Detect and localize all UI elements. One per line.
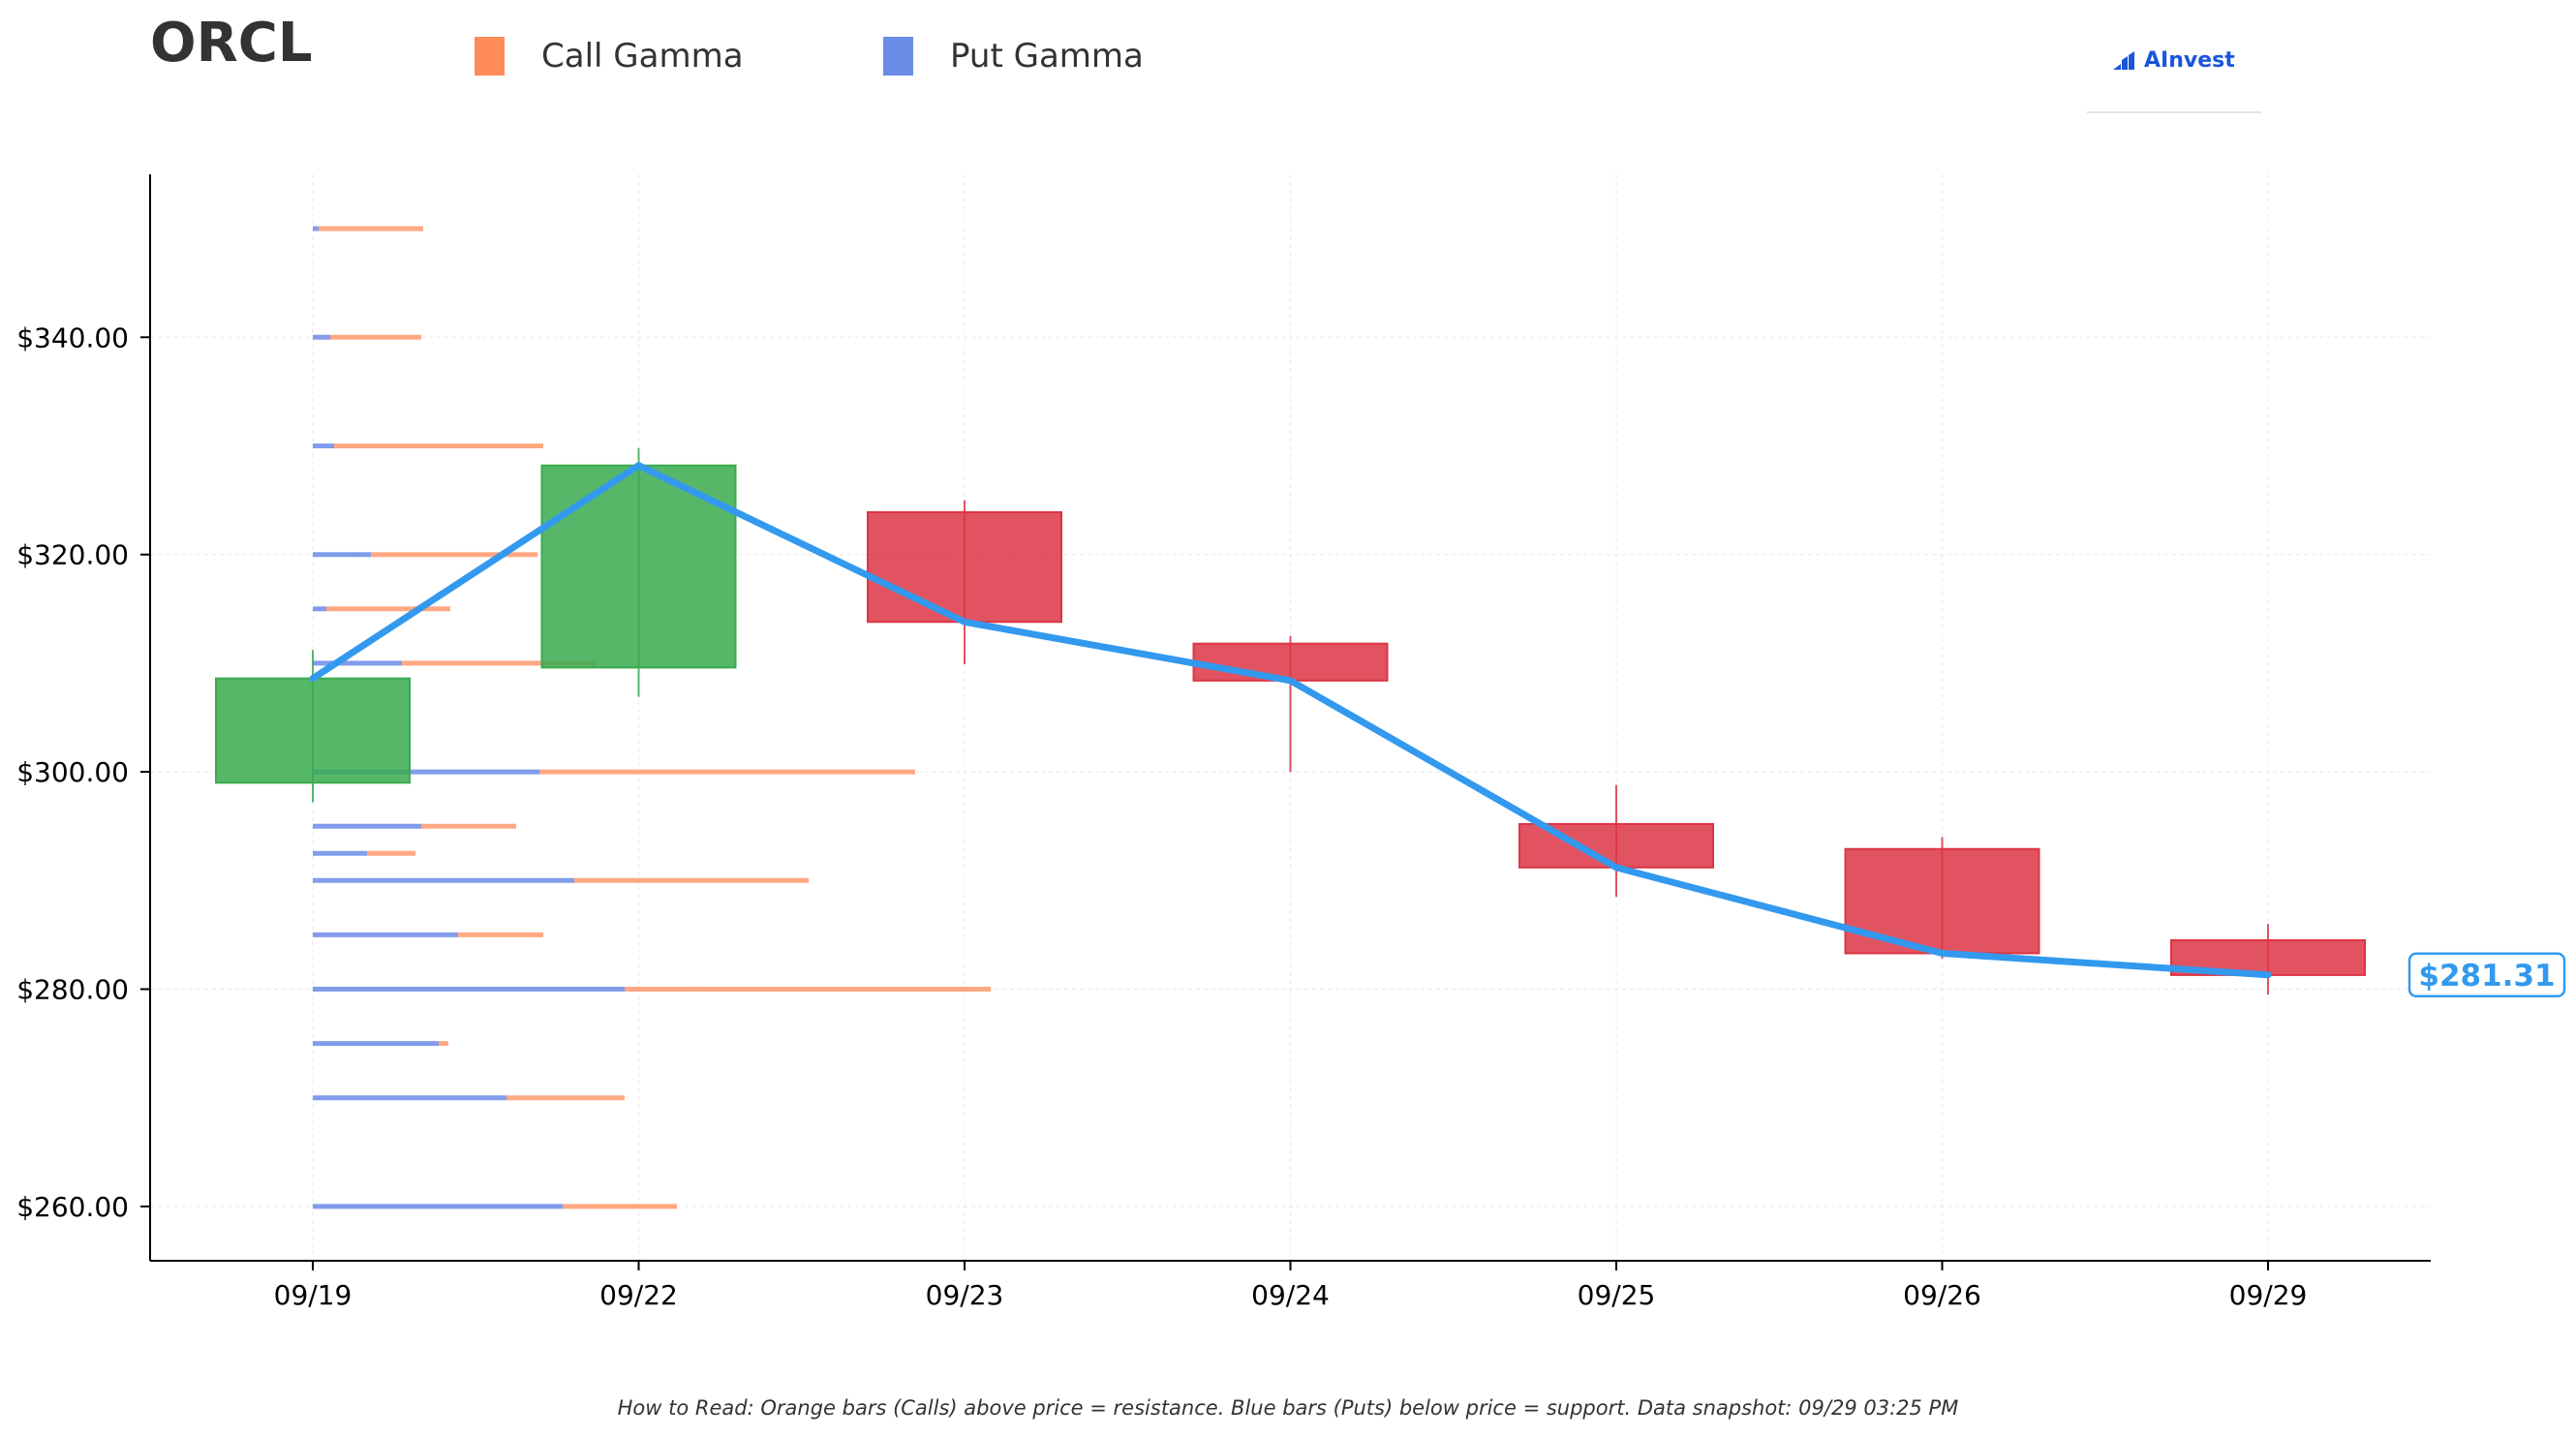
- legend-item-put-gamma: Put Gamma: [883, 37, 1144, 76]
- price-gamma-chart: $260.00 $280.00 $300.00 $320.00 $340.00 09/19…: [16, 174, 2566, 1311]
- y-tick-label: $300.00: [16, 756, 129, 788]
- x-tick-label: 09/19: [274, 1279, 353, 1311]
- close-price-line: [309, 462, 2272, 979]
- gamma-bars: [313, 226, 991, 1209]
- y-tick-label: $280.00: [16, 974, 129, 1006]
- candle-body: [215, 677, 411, 784]
- last-price-label: $281.31: [2418, 959, 2555, 994]
- last-price-badge: [2407, 952, 2566, 998]
- brand-name: AInvest: [2144, 48, 2235, 73]
- close-price-line-path: [309, 462, 2272, 979]
- x-tick-label: 09/24: [1251, 1279, 1330, 1311]
- ticker-title: ORCL: [150, 12, 313, 75]
- brand-chart-icon: [2113, 50, 2134, 70]
- x-tick-label: 09/23: [926, 1279, 1004, 1311]
- x-tick-label: 09/25: [1578, 1279, 1656, 1311]
- y-tick-label: $340.00: [16, 321, 129, 353]
- legend-item-call-gamma: Call Gamma: [475, 37, 744, 76]
- brand-divider: [2087, 111, 2261, 113]
- call-gamma-swatch: [475, 37, 505, 76]
- price-label: $281.31: [2407, 952, 2566, 998]
- x-tick-label: 09/29: [2229, 1279, 2308, 1311]
- x-tick-label: 09/22: [599, 1279, 678, 1311]
- legend-label-call-gamma: Call Gamma: [541, 37, 744, 76]
- candle-body: [867, 510, 1062, 624]
- candle-body: [1192, 642, 1389, 682]
- put-gamma-swatch: [883, 37, 913, 76]
- axes: $260.00 $280.00 $300.00 $320.00 $340.00 09/19…: [16, 174, 2431, 1311]
- x-tick-label: 09/26: [1903, 1279, 1981, 1311]
- brand-logo: AInvest: [2113, 48, 2235, 73]
- how-to-read-footnote: How to Read: Orange bars (Calls) above p…: [617, 1396, 1959, 1420]
- y-tick-label: $320.00: [16, 539, 129, 571]
- legend-label-put-gamma: Put Gamma: [950, 37, 1144, 76]
- y-tick-label: $260.00: [16, 1191, 129, 1223]
